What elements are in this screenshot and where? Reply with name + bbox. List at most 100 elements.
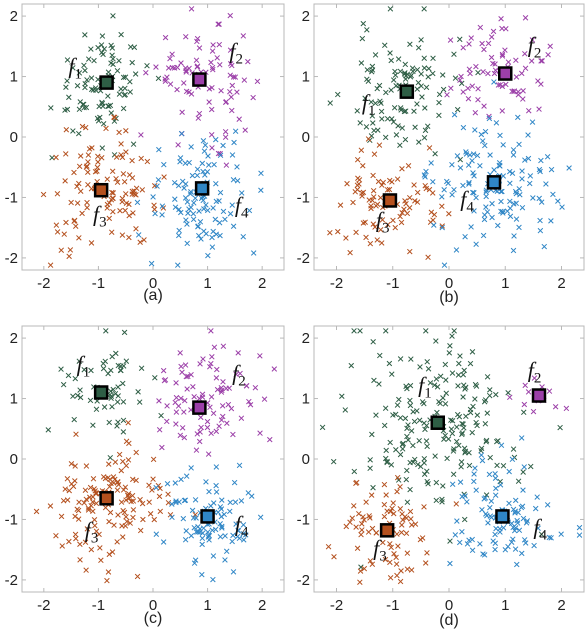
scatter-point (217, 62, 223, 68)
scatter-point (536, 166, 543, 173)
scatter-point (497, 482, 504, 488)
scatter-point (220, 379, 226, 385)
scatter-point (393, 446, 399, 453)
scatter-point (88, 86, 95, 93)
scatter-point (525, 389, 532, 395)
plot-frame (313, 325, 585, 593)
y-tick-label: 1 (302, 69, 310, 86)
scatter-point (414, 101, 420, 107)
scatter-point (335, 228, 341, 235)
scatter-point (201, 148, 208, 154)
scatter-point (138, 155, 144, 162)
scatter-point (220, 142, 226, 149)
scatter-point (390, 119, 397, 125)
scatter-point (390, 510, 397, 517)
scatter-point (109, 168, 116, 175)
scatter-point (181, 80, 187, 86)
scatter-point (395, 123, 401, 129)
scatter-point (66, 538, 72, 545)
scatter-point (461, 367, 467, 374)
scatter-point (436, 91, 443, 98)
scatter-point (149, 487, 155, 493)
scatter-point (491, 70, 498, 77)
scatter-point (436, 112, 442, 119)
scatter-point (410, 68, 416, 75)
scatter-point (150, 476, 156, 482)
scatter-point (370, 194, 377, 200)
scatter-point (394, 488, 400, 495)
scatter-point (410, 442, 416, 449)
scatter-point (359, 35, 366, 42)
scatter-point (370, 187, 377, 194)
scatter-point (84, 163, 90, 169)
scatter-point (514, 520, 521, 526)
scatter-point (387, 50, 393, 56)
y-tick-label: -2 (297, 572, 310, 589)
scatter-point (456, 360, 462, 367)
scatter-point (538, 58, 544, 64)
scatter-point (210, 410, 217, 417)
x-tick-label: 0 (149, 597, 157, 614)
scatter-point (130, 514, 136, 521)
scatter-point (246, 398, 252, 405)
scatter-point (199, 541, 205, 548)
scatter-point (512, 510, 518, 516)
scatter-point (387, 541, 393, 547)
scatter-point (105, 461, 112, 467)
scatter-point (107, 388, 114, 394)
scatter-point (228, 94, 235, 100)
scatter-point (261, 396, 268, 402)
scatter-point (360, 189, 367, 196)
scatter-point (366, 197, 372, 203)
scatter-point (116, 91, 123, 97)
scatter-point (208, 394, 215, 400)
scatter-point (179, 425, 186, 431)
y-tick-label: 2 (302, 8, 310, 25)
scatter-point (85, 152, 92, 158)
scatter-point (387, 575, 394, 581)
scatter-point (217, 150, 223, 157)
scatter-point (219, 523, 225, 530)
scatter-point (483, 189, 489, 195)
scatter-point (407, 397, 413, 404)
scatter-point (233, 371, 239, 378)
scatter-point (123, 200, 130, 206)
scatter-point (434, 384, 441, 390)
scatter-point (557, 424, 563, 431)
scatter-point (176, 206, 182, 213)
scatter-point (209, 354, 215, 360)
scatter-point (95, 153, 101, 160)
scatter-point (148, 260, 155, 267)
scatter-point (182, 195, 189, 201)
scatter-point (419, 399, 426, 405)
scatter-point (495, 82, 502, 88)
scatter-point (209, 244, 216, 250)
x-tick-label: 1 (203, 275, 211, 292)
scatter-point (183, 373, 190, 380)
scatter-point (190, 216, 197, 223)
scatter-point (539, 58, 545, 64)
scatter-point (423, 328, 429, 334)
scatter-point (502, 47, 508, 53)
scatter-point (479, 40, 485, 47)
scatter-point (506, 394, 513, 401)
scatter-point (209, 48, 216, 54)
scatter-point (123, 438, 130, 445)
scatter-point (106, 551, 113, 558)
scatter-point (196, 438, 203, 445)
scatter-point (520, 469, 526, 475)
scatter-point (457, 165, 464, 171)
scatter-point (393, 561, 400, 567)
scatter-point (223, 98, 229, 105)
scatter-point (100, 474, 107, 480)
scatter-point (520, 487, 526, 493)
scatter-point (71, 218, 77, 224)
scatter-point (453, 424, 460, 430)
scatter-point (448, 85, 454, 92)
scatter-point (400, 440, 406, 447)
scatter-point (108, 60, 114, 66)
scatter-point (378, 100, 384, 106)
scatter-point (230, 74, 237, 80)
scatter-point (138, 365, 145, 371)
scatter-point (180, 515, 187, 522)
